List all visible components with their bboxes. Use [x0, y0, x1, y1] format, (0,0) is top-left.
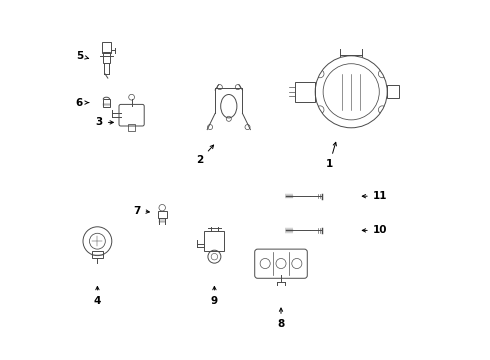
Text: 11: 11	[362, 191, 387, 201]
Bar	[387, 85, 399, 98]
Text: 2: 2	[196, 145, 214, 165]
Text: 6: 6	[76, 98, 89, 108]
Bar	[102, 42, 111, 53]
Bar	[103, 99, 110, 107]
Text: 1: 1	[326, 142, 337, 169]
Bar	[92, 251, 103, 258]
Text: 10: 10	[362, 225, 387, 235]
Text: 3: 3	[96, 117, 113, 127]
Bar	[128, 124, 135, 131]
Bar	[103, 52, 110, 63]
Text: 4: 4	[94, 287, 101, 306]
Bar	[204, 231, 224, 251]
Text: 7: 7	[133, 206, 149, 216]
Text: 5: 5	[76, 51, 89, 61]
Text: 8: 8	[277, 308, 285, 329]
Bar	[158, 211, 167, 218]
Text: 9: 9	[211, 287, 218, 306]
Bar	[295, 82, 315, 102]
